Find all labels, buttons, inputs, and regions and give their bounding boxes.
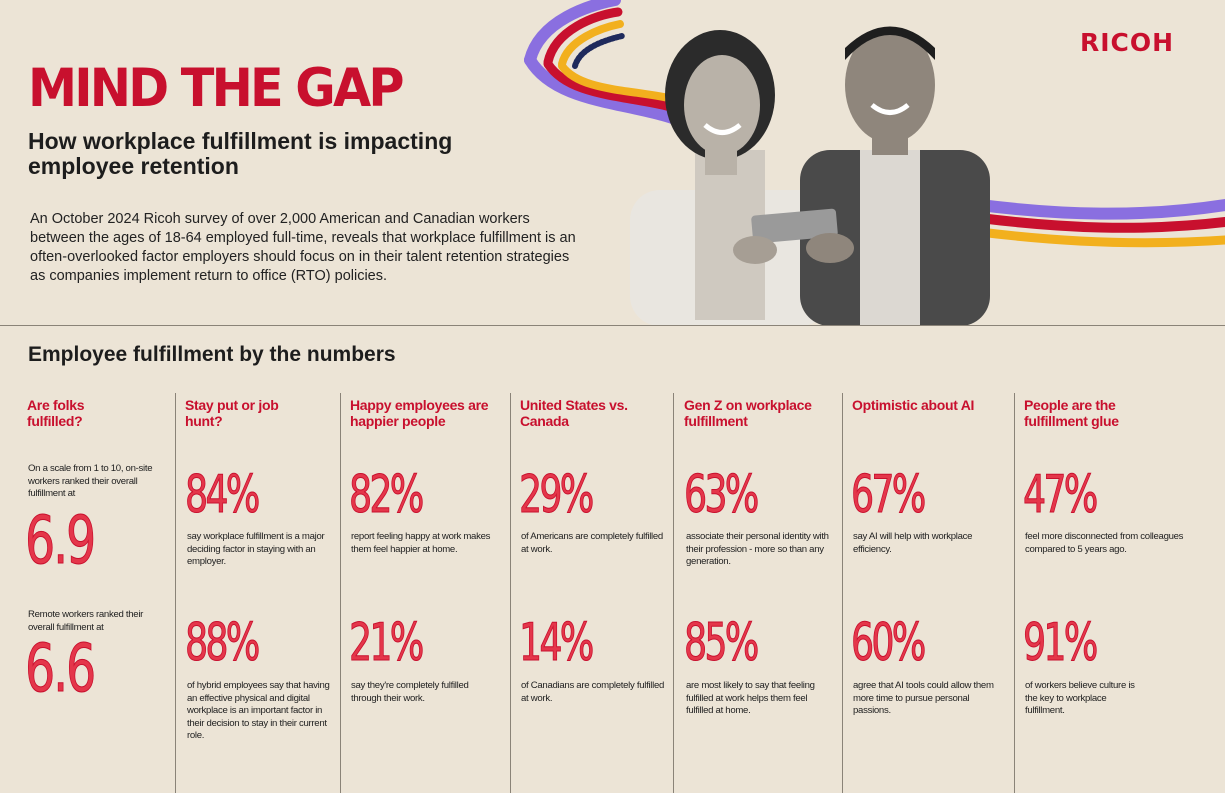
page-subtitle: How workplace fulfillment is impacting e… [28,128,453,179]
stat-67: 67% [851,465,927,525]
stat-82: 82% [349,465,425,525]
stat-91: 91% [1023,613,1099,673]
stat-84-desc: say workplace fulfillment is a major dec… [187,531,325,567]
column-divider [1014,393,1015,793]
column-divider [175,393,176,793]
section-title: Employee fulfillment by the numbers [28,343,396,366]
stat-85: 85% [684,613,760,673]
section-divider [0,325,1225,326]
stat-63-desc: associate their personal identity with t… [686,531,829,567]
stat-60: 60% [851,613,927,673]
hero-photo-illustration [524,0,1225,326]
stat-91-desc: of workers believe culture is the key to… [1025,680,1135,716]
page-title: MIND THE GAP [28,58,404,119]
column-heading-stay-put: Stay put or job hunt? [185,397,279,429]
stat-14-desc: of Canadians are completely fulfilled at… [521,680,665,704]
remote-fulfillment-text: Remote workers ranked their overall fulf… [28,609,144,633]
stat-85-desc: are most likely to say that feeling fulf… [686,680,815,716]
column-heading-gen-z: Gen Z on workplace fulfillment [684,397,812,429]
remote-fulfillment-score: 6.6 [25,630,97,707]
stat-88: 88% [185,613,261,673]
column-heading-people-glue: People are the fulfillment glue [1024,397,1119,429]
column-heading-happy: Happy employees are happier people [350,397,489,429]
column-divider [673,393,674,793]
stat-63: 63% [684,465,760,525]
stat-29: 29% [519,465,595,525]
stat-29-desc: of Americans are completely fulfilled at… [521,531,663,555]
stat-21-desc: say they're completely fulfilled through… [351,680,469,704]
stat-84: 84% [185,465,261,525]
column-divider [842,393,843,793]
column-divider [510,393,511,793]
stat-60-desc: agree that AI tools could allow them mor… [853,680,994,716]
ricoh-logo: RICOH [1080,28,1175,57]
column-heading-us-canada: United States vs. Canada [520,397,628,429]
intro-paragraph: An October 2024 Ricoh survey of over 2,0… [30,211,576,284]
onsite-fulfillment-score: 6.9 [25,502,97,579]
column-divider [340,393,341,793]
stat-82-desc: report feeling happy at work makes them … [351,531,491,555]
column-heading-ai: Optimistic about AI [852,397,975,413]
column-heading-fulfilled: Are folks fulfilled? [27,397,85,429]
stat-47-desc: feel more disconnected from colleagues c… [1025,531,1184,555]
stat-88-desc: of hybrid employees say that having an e… [187,680,330,741]
stat-14: 14% [519,613,595,673]
stat-47: 47% [1023,465,1099,525]
stat-67-desc: say AI will help with workplace efficien… [853,531,973,555]
onsite-fulfillment-text: On a scale from 1 to 10, on-site workers… [28,463,153,499]
stat-21: 21% [349,613,425,673]
